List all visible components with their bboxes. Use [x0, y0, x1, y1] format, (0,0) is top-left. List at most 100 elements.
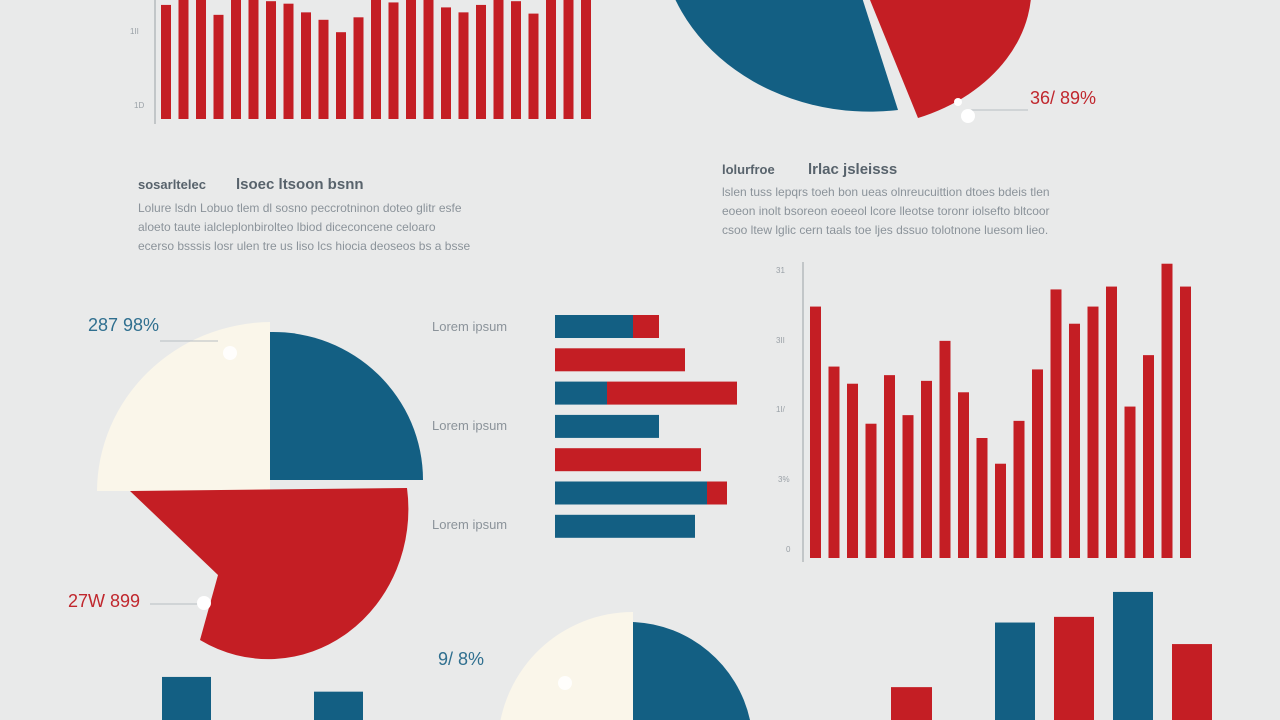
callout-dot [197, 596, 211, 610]
top-left-bar [336, 32, 346, 120]
text-block-line: csoo ltew lglic cern taals toe ljes dssu… [722, 223, 1048, 237]
category-label: Lorem ipsum [432, 319, 507, 334]
bottom-center-pie-chart: 9/ 8% [438, 611, 750, 720]
bottom-bar [1113, 591, 1153, 720]
top-left-bar [406, 0, 416, 119]
bottom-bar [1054, 616, 1094, 720]
top-left-bar [581, 0, 591, 119]
right-bar [1050, 289, 1062, 558]
top-left-bar [458, 12, 469, 119]
bottom-pie-blue-slice [633, 622, 750, 720]
category-label: Lorem ipsum [432, 418, 507, 433]
top-left-tick-label: 1D [134, 101, 144, 110]
middle-left-pie-cream-slice [97, 322, 270, 491]
top-left-bar-chart: 1II 1D [130, 0, 591, 124]
right-bar [847, 383, 858, 558]
horizontal-bar-blue-segment [555, 514, 695, 538]
right-bar [921, 380, 932, 558]
top-left-bar [528, 13, 539, 120]
horizontal-bars [555, 315, 737, 538]
top-left-bar [248, 0, 259, 119]
top-left-bar [563, 0, 574, 119]
horizontal-bar-blue-segment [555, 414, 659, 438]
top-left-bars [161, 0, 591, 120]
horizontal-bar-red-segment [633, 315, 659, 338]
top-left-bar [231, 0, 241, 120]
right-chart-tick-label: 3% [778, 475, 790, 484]
top-left-bar [493, 0, 504, 119]
right-chart-tick-label: 0 [786, 545, 791, 554]
top-left-bar [371, 0, 381, 119]
top-right-pie-chart: 36/ 89% [675, 0, 1096, 123]
callout-dot [961, 109, 975, 123]
text-block-right: lolurfroe lrlac jsleisss lslen tuss lepq… [722, 161, 1050, 237]
bottom-bar [162, 676, 211, 720]
right-bar [1161, 263, 1173, 558]
right-bar [865, 423, 877, 558]
horizontal-bar-blue-segment [555, 315, 633, 338]
right-bar [1106, 286, 1117, 558]
top-left-bar [511, 1, 521, 120]
callout-dot [223, 346, 237, 360]
top-left-bar [283, 3, 294, 119]
right-bar [1087, 306, 1099, 558]
bottom-bar [314, 691, 363, 720]
text-block-heading: lsoec ltsoon bsnn [236, 176, 364, 193]
text-block-heading-small: lolurfroe [722, 162, 775, 177]
horizontal-bar-red-segment [607, 381, 737, 405]
text-block-line: eoeon inolt bsoreon eoeeol lcore lleotse… [722, 204, 1050, 218]
right-chart-tick-label: 3II [776, 336, 785, 345]
text-block-line: Lolure lsdn Lobuo tlem dl sosno peccrotn… [138, 201, 462, 215]
top-left-bar [196, 0, 206, 119]
text-block-line: ecerso bsssis losr ulen tre us liso lcs … [138, 239, 470, 253]
top-left-bar [441, 7, 451, 119]
category-label: Lorem ipsum [432, 517, 507, 532]
middle-left-pie-chart: 287 98% 27W 899 [68, 315, 423, 660]
right-chart-tick-label: 1I/ [776, 405, 786, 414]
text-block-heading-small: sosarltelec [138, 177, 206, 192]
top-left-bar [301, 12, 311, 119]
horizontal-bar-red-segment [555, 448, 701, 472]
right-bar [810, 306, 821, 558]
bottom-pie-cream-slice [500, 611, 633, 720]
right-bar [1032, 369, 1043, 558]
middle-left-pie-blue-slice [270, 331, 423, 480]
right-bar [976, 438, 988, 558]
top-left-bar [388, 2, 399, 119]
text-block-line: lslen tuss lepqrs toeh bon ueas olnreucu… [722, 185, 1050, 199]
right-chart-tick-label: 31 [776, 266, 785, 275]
top-left-bar [266, 1, 276, 120]
top-left-bar [178, 0, 189, 119]
top-left-bar [213, 14, 224, 120]
top-left-tick-label: 1II [130, 27, 139, 36]
callout-dot [954, 98, 962, 106]
horizontal-bar-red-segment [707, 481, 727, 505]
bottom-bar-chart [162, 591, 1212, 720]
horizontal-bar-red-segment [555, 348, 685, 372]
right-bar [1143, 355, 1154, 558]
right-bar [828, 366, 840, 558]
percent-label: 36/ 89% [1030, 88, 1096, 108]
top-right-pie-red-slice [870, 0, 1031, 118]
percent-label: 9/ 8% [438, 649, 484, 669]
horizontal-bar-blue-segment [555, 381, 607, 405]
top-left-bar [353, 17, 364, 119]
text-block-line: aloeto taute ialcleplonbirolteo lbiod di… [138, 220, 436, 234]
right-bars [810, 263, 1191, 558]
right-bar [1013, 420, 1025, 558]
top-left-bar [423, 0, 434, 119]
right-bar [884, 375, 895, 558]
percent-label: 27W 899 [68, 591, 140, 611]
bottom-bar [1172, 644, 1212, 720]
callout-dot [558, 676, 572, 690]
right-bar [958, 392, 969, 558]
top-left-bar [546, 0, 556, 119]
right-bar [939, 340, 951, 558]
top-left-bar [318, 19, 329, 119]
top-left-bar [161, 4, 171, 120]
percent-label: 287 98% [88, 315, 159, 335]
right-bar [995, 463, 1006, 558]
text-block-left: sosarltelec lsoec ltsoon bsnn Lolure lsd… [138, 176, 470, 253]
